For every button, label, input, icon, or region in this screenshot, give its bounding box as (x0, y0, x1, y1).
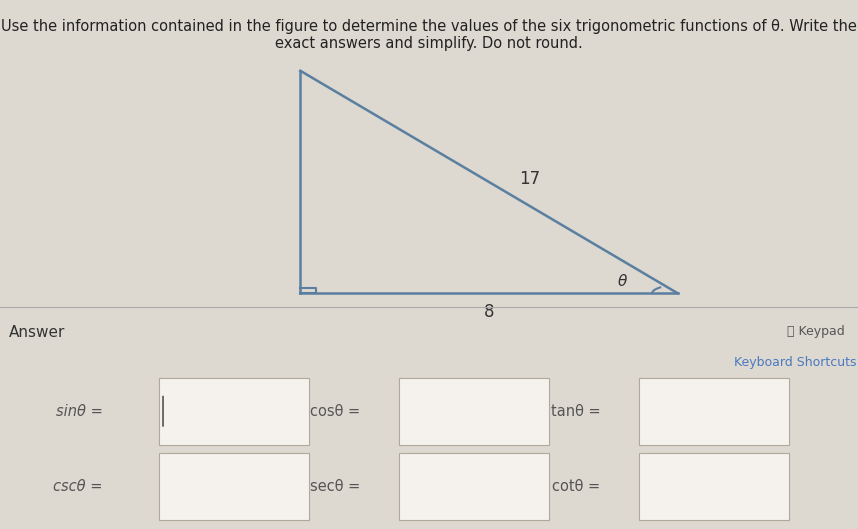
Text: Answer: Answer (9, 325, 65, 340)
Text: cscθ =: cscθ = (53, 479, 103, 494)
Text: tanθ =: tanθ = (551, 404, 601, 419)
Text: Use the information contained in the figure to determine the values of the six t: Use the information contained in the fig… (1, 19, 857, 51)
Text: θ: θ (618, 274, 626, 289)
Text: sinθ =: sinθ = (56, 404, 103, 419)
Text: cosθ =: cosθ = (311, 404, 360, 419)
FancyBboxPatch shape (399, 378, 549, 444)
FancyBboxPatch shape (639, 378, 789, 444)
Text: Keyboard Shortcuts: Keyboard Shortcuts (734, 355, 856, 369)
Text: secθ =: secθ = (310, 479, 360, 494)
FancyBboxPatch shape (639, 453, 789, 520)
FancyBboxPatch shape (159, 453, 309, 520)
FancyBboxPatch shape (159, 378, 309, 444)
Text: 🖵 Keypad: 🖵 Keypad (788, 325, 845, 338)
Text: 8: 8 (484, 303, 494, 321)
Text: 17: 17 (519, 170, 541, 188)
FancyBboxPatch shape (399, 453, 549, 520)
Text: cotθ =: cotθ = (553, 479, 601, 494)
